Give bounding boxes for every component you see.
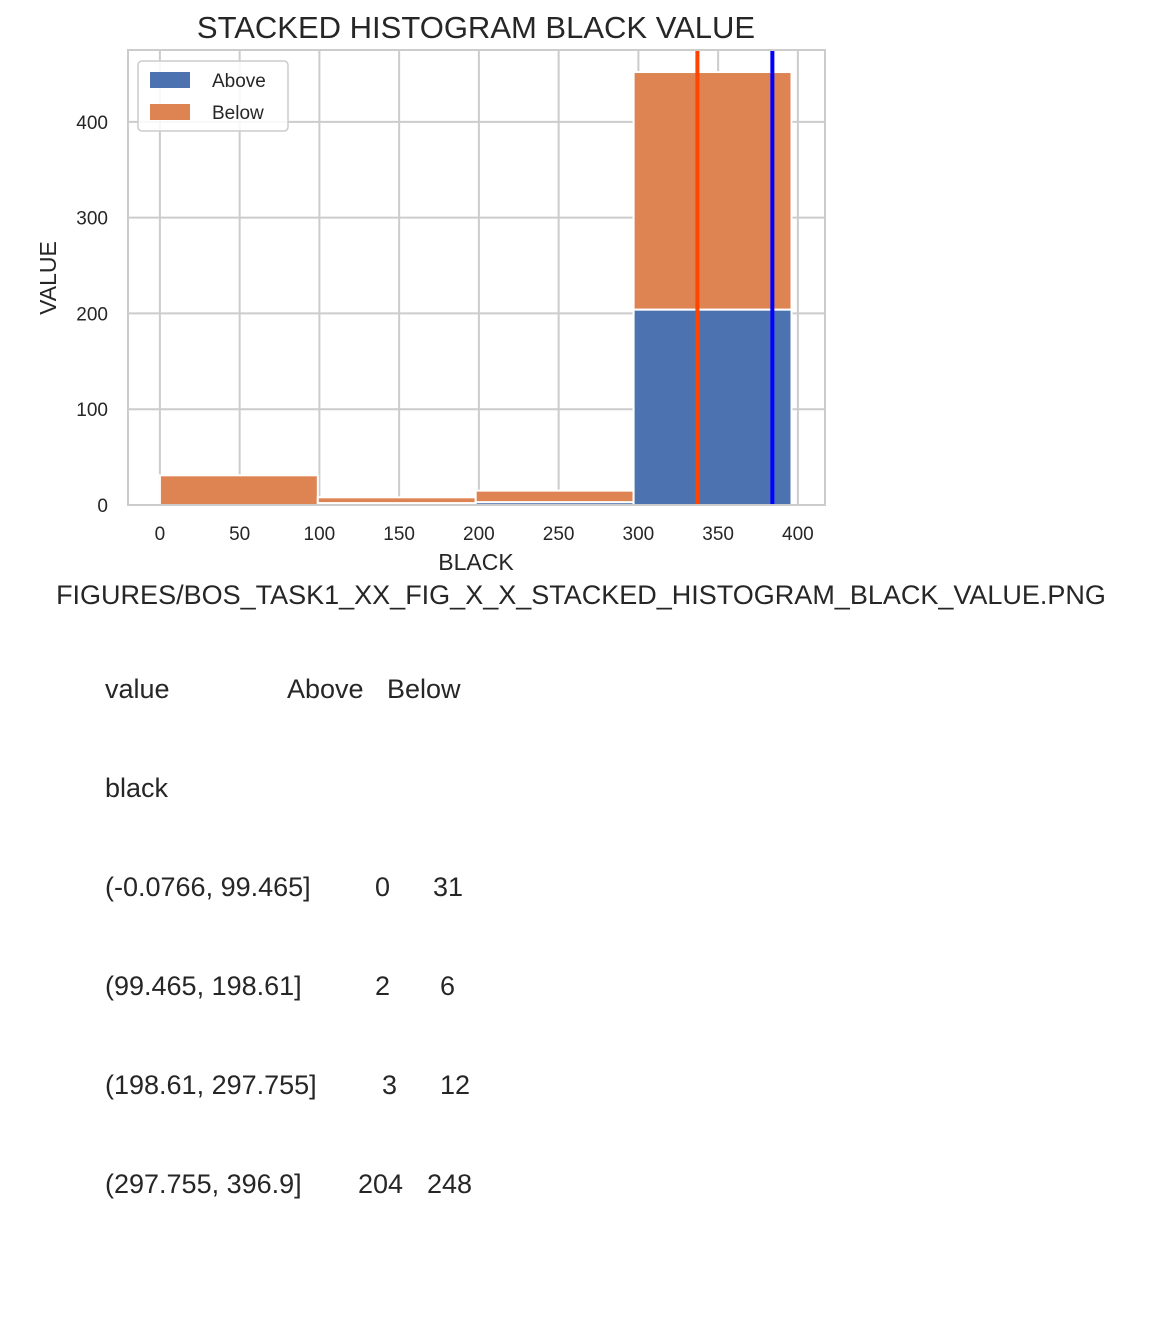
table-row-below: 12 — [440, 1070, 471, 1100]
bar-above-3 — [632, 308, 793, 506]
x-tick-label: 300 — [623, 524, 655, 545]
table-row-label: (99.465, 198.61] — [105, 971, 302, 1001]
y-tick-label: 300 — [76, 209, 108, 230]
table-row-above: 204 — [358, 1169, 404, 1199]
bar-below-3 — [632, 71, 793, 311]
table-row: (-0.0766, 99.465] 0 31 — [105, 871, 463, 904]
table-row-above: 3 — [382, 1070, 398, 1100]
y-tick-label: 200 — [76, 304, 108, 325]
tick-labels: 0 50 100 150 200 250 300 350 400 0 100 200 300 400 — [76, 113, 813, 545]
chart-title: STACKED HISTOGRAM BLACK VALUE — [197, 10, 755, 45]
table-row-label: (-0.0766, 99.465] — [105, 872, 311, 902]
table-row: (198.61, 297.755] 3 12 — [105, 1069, 470, 1102]
x-tick-label: 350 — [702, 524, 734, 545]
x-tick-label: 250 — [543, 524, 575, 545]
bar-below-2 — [474, 489, 635, 504]
y-tick-label: 100 — [76, 400, 108, 421]
table-index-row: black — [105, 772, 168, 805]
table-row-below: 248 — [427, 1169, 473, 1199]
x-tick-label: 400 — [782, 524, 814, 545]
table-header-above: Above — [287, 674, 364, 704]
stacked-histogram-chart: 0 50 100 150 200 250 300 350 400 0 100 200 300 400 ST… — [35, 10, 826, 575]
y-tick-label: 0 — [97, 496, 108, 517]
x-axis-label: BLACK — [438, 549, 514, 575]
x-tick-label: 150 — [383, 524, 415, 545]
plot-frame — [127, 49, 826, 506]
table-header-label: value — [105, 674, 170, 704]
table-row-above: 2 — [375, 971, 391, 1001]
figure-caption: FIGURES/BOS_TASK1_XX_FIG_X_X_STACKED_HIS… — [56, 580, 1106, 610]
bar-below-1 — [316, 496, 477, 505]
table-row-label: (297.755, 396.9] — [105, 1169, 302, 1199]
table-row-below: 31 — [433, 872, 464, 902]
table-index-name: black — [105, 773, 169, 803]
x-tick-label: 200 — [463, 524, 495, 545]
table-header-row: value Above Below — [105, 673, 461, 706]
y-tick-label: 400 — [76, 113, 108, 134]
table-row-above: 0 — [375, 872, 391, 902]
table-row: (297.755, 396.9] 204 248 — [105, 1168, 472, 1201]
table-row-label: (198.61, 297.755] — [105, 1070, 317, 1100]
data-table: value Above Below black (-0.0766, 99.465… — [105, 607, 472, 1234]
table-row: (99.465, 198.61] 2 6 — [105, 970, 455, 1003]
x-tick-label: 50 — [229, 524, 250, 545]
vline-layer — [695, 50, 775, 505]
x-tick-label: 0 — [155, 524, 166, 545]
legend-label-below: Below — [212, 103, 264, 124]
legend: Above Below — [137, 60, 289, 132]
legend-swatch-below — [150, 104, 190, 120]
bar-below-0 — [158, 474, 319, 507]
table-header-below: Below — [387, 674, 461, 704]
x-tick-label: 100 — [304, 524, 336, 545]
legend-swatch-above — [150, 72, 190, 88]
table-row-below: 6 — [440, 971, 456, 1001]
y-axis-label: VALUE — [35, 241, 61, 315]
legend-label-above: Above — [212, 71, 266, 92]
